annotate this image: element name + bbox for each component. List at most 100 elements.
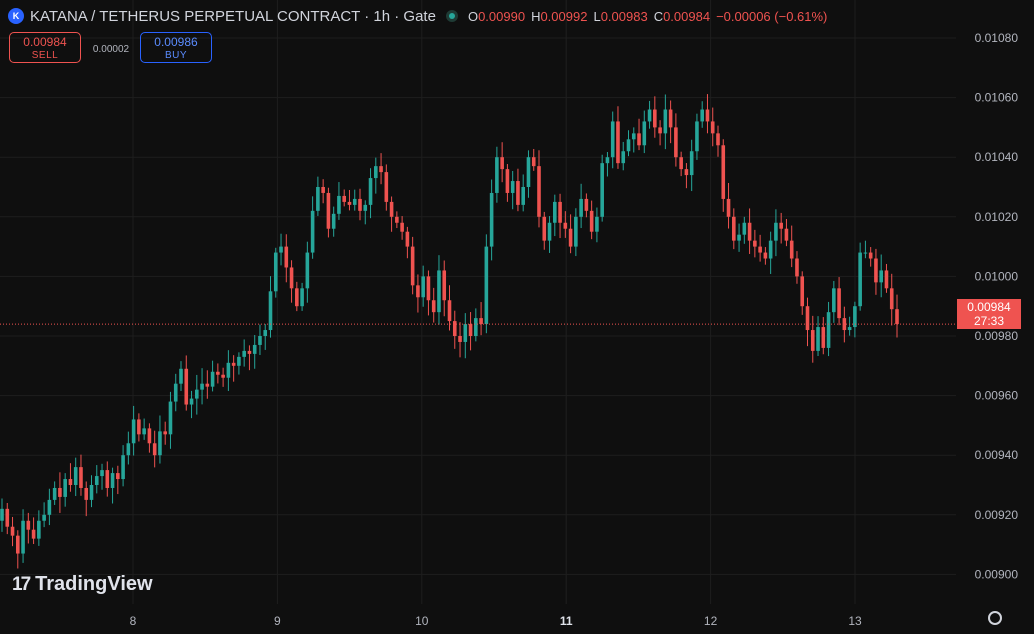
candle [700, 101, 705, 128]
candle-body [368, 178, 373, 205]
candle-body [895, 309, 899, 325]
candle [521, 174, 526, 212]
candle-body [710, 121, 715, 134]
candle [495, 146, 499, 203]
candle [879, 254, 884, 298]
candle [684, 163, 689, 189]
settings-gear-icon[interactable] [988, 611, 1002, 625]
candle [789, 225, 794, 268]
candle-body [431, 300, 436, 313]
candle-body [379, 166, 383, 173]
candle-body [231, 362, 236, 366]
candle [468, 312, 473, 351]
candle-body [389, 201, 394, 217]
candle [874, 248, 878, 295]
candle-body [753, 240, 757, 247]
candle [400, 216, 404, 240]
candle-body [726, 198, 731, 217]
candle-body [468, 324, 473, 336]
tradingview-logo-icon: 17 [12, 573, 31, 595]
candle-body [173, 383, 178, 402]
candle [279, 233, 283, 266]
candle-body [121, 455, 125, 480]
candle [42, 502, 46, 528]
candle-body [521, 187, 526, 205]
candle-body [626, 139, 631, 152]
candle-body [316, 187, 320, 211]
candle [416, 274, 420, 313]
candle [858, 242, 862, 311]
candle [158, 415, 162, 464]
candle [868, 247, 873, 267]
candle-body [384, 172, 389, 202]
candle-body [452, 321, 457, 336]
y-tick-label: 0.00980 [975, 329, 1019, 343]
candle-body [826, 312, 831, 348]
candle-body [63, 479, 67, 497]
tradingview-watermark[interactable]: 17 TradingView [12, 573, 153, 596]
candle-body [331, 213, 336, 229]
candle-body [284, 246, 289, 268]
candle-body [552, 201, 557, 223]
candle-body [268, 291, 273, 331]
candle [579, 183, 583, 229]
candle [821, 317, 826, 355]
candle-body [684, 169, 689, 176]
candle-body [805, 306, 810, 331]
candle-body [484, 246, 489, 325]
symbol-title[interactable]: KATANA / TETHERUS PERPETUAL CONTRACT · 1… [30, 7, 436, 25]
candle [237, 352, 241, 375]
x-tick-label: 8 [130, 614, 137, 628]
candle-body [247, 350, 252, 354]
candles [0, 94, 899, 569]
candle [168, 391, 173, 449]
y-axis[interactable]: 0.00900 0.00920 0.00940 0.00960 0.00980 0.010… [975, 31, 1019, 581]
candle [305, 241, 310, 303]
y-tick-label: 0.00920 [975, 508, 1019, 522]
sell-button[interactable]: 0.00984 SELL [9, 32, 81, 63]
x-tick-label: 12 [704, 614, 718, 628]
buy-button[interactable]: 0.00986 BUY [140, 32, 212, 63]
candle [847, 316, 852, 336]
x-tick-label: 13 [848, 614, 862, 628]
candle [89, 475, 94, 508]
candle [737, 223, 741, 252]
candle-body [363, 204, 368, 211]
candle [100, 463, 104, 490]
candle-body [337, 195, 341, 214]
candle [574, 208, 578, 257]
candle-body [395, 216, 399, 223]
candle-body [21, 520, 25, 554]
candle-body [168, 401, 173, 435]
candle-body [779, 222, 783, 229]
candle-body [768, 240, 773, 259]
candle-body [621, 151, 626, 164]
candle [37, 510, 41, 546]
candle [200, 368, 204, 405]
candle-body [679, 157, 683, 170]
candle [258, 324, 262, 356]
candle [342, 189, 347, 207]
candle-body [742, 222, 747, 235]
candle [795, 251, 799, 284]
candle [763, 247, 768, 265]
candle-body [547, 222, 552, 241]
x-axis[interactable]: 8 9 10 11 12 13 [130, 614, 862, 628]
candle-body [784, 228, 789, 241]
candle [15, 530, 20, 569]
candle [352, 189, 357, 211]
candle-body [295, 288, 299, 307]
candle [621, 141, 626, 171]
candle [742, 216, 747, 244]
bar-countdown: 27:33 [973, 314, 1005, 328]
candle-body [663, 109, 668, 134]
candle [489, 179, 494, 261]
candle [679, 151, 683, 177]
candle-body [421, 276, 425, 298]
low-value: 0.00983 [600, 8, 648, 24]
candle-body [616, 121, 620, 164]
candle [426, 270, 431, 316]
candle [531, 148, 536, 171]
candle [647, 100, 652, 129]
